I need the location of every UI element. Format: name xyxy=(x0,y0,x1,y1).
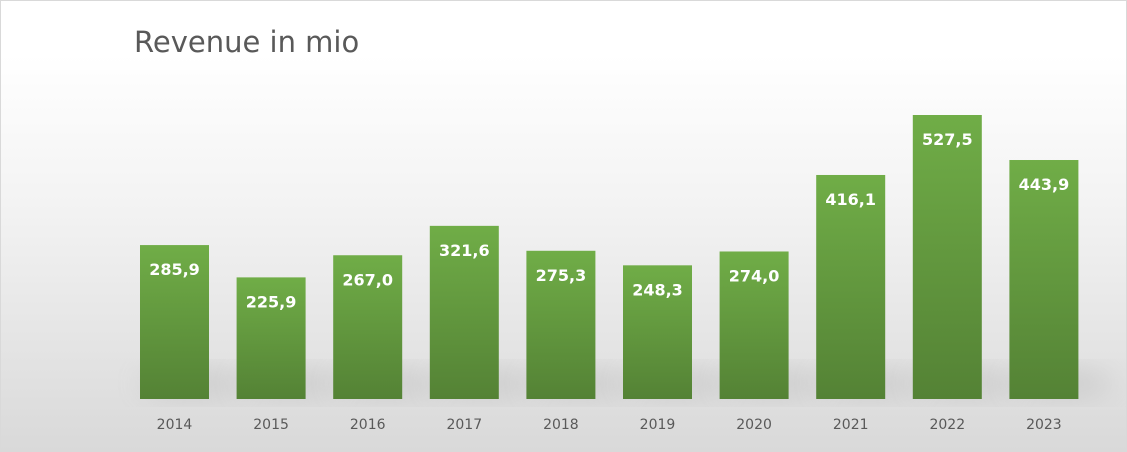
bar-data-labels: 285,9 225,9 267,0 321,6 275,3 248,3 274,0 416,1… xyxy=(149,130,1069,311)
data-label-2019: 248,3 xyxy=(632,280,683,299)
data-label-2021: 416,1 xyxy=(825,190,876,209)
x-tick-label-2023: 2023 xyxy=(1026,417,1062,433)
data-label-2014: 285,9 xyxy=(149,260,200,279)
x-axis-tick-labels: 2014 2015 2016 2017 2018 2019 2020 2021 2022 2023 xyxy=(157,417,1062,433)
data-label-2023: 443,9 xyxy=(1019,175,1070,194)
bars xyxy=(140,115,1079,399)
data-label-2017: 321,6 xyxy=(439,241,490,260)
x-tick-label-2022: 2022 xyxy=(929,417,965,433)
bar-2020 xyxy=(719,251,789,399)
bar-2015 xyxy=(236,277,306,399)
x-tick-label-2017: 2017 xyxy=(446,417,482,433)
bar-2014 xyxy=(140,245,209,399)
x-tick-label-2016: 2016 xyxy=(350,417,386,433)
x-tick-label-2020: 2020 xyxy=(736,417,772,433)
x-tick-label-2018: 2018 xyxy=(543,417,579,433)
data-label-2016: 267,0 xyxy=(342,270,393,289)
data-label-2018: 275,3 xyxy=(536,266,587,285)
x-tick-label-2021: 2021 xyxy=(833,417,869,433)
bar-2023 xyxy=(1009,160,1079,399)
bar-2016 xyxy=(333,255,403,399)
data-label-2022: 527,5 xyxy=(922,130,973,149)
data-label-2015: 225,9 xyxy=(246,292,297,311)
chart-title: Revenue in mio xyxy=(134,25,360,59)
bar-2019 xyxy=(623,265,692,399)
x-tick-label-2014: 2014 xyxy=(157,417,193,433)
bar-2021 xyxy=(816,174,886,399)
bar-2017 xyxy=(429,225,499,399)
data-label-2020: 274,0 xyxy=(729,266,780,285)
x-tick-label-2015: 2015 xyxy=(253,417,289,433)
bar-2018 xyxy=(526,250,596,399)
x-tick-label-2019: 2019 xyxy=(640,417,676,433)
bar-2022 xyxy=(912,115,982,399)
